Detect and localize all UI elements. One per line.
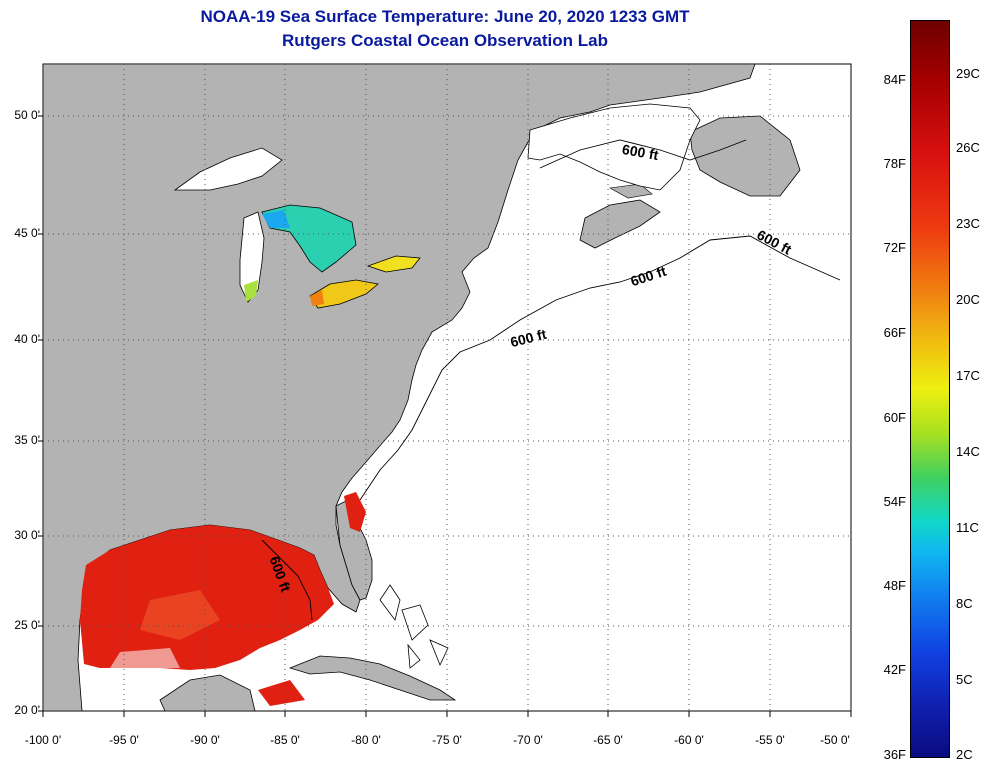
colorbar-c-label: 23C [956,216,980,231]
lon-label: -70 0' [513,733,543,747]
lon-label: -50 0' [820,733,850,747]
contour-600ft-north [539,139,747,169]
gulf-sst-patch-1 [140,590,220,640]
lat-label: 25 0' [14,618,40,632]
map-title: NOAA-19 Sea Surface Temperature: June 20… [200,7,690,26]
colorbar-c-label: 20C [956,292,980,307]
colorbar-c-label: 5C [956,672,973,687]
lat-label: 20 0' [14,703,40,717]
lon-label: -85 0' [270,733,300,747]
lake-erie-west [310,290,324,306]
map-subtitle: Rutgers Coastal Ocean Observation Lab [282,31,608,50]
colorbar-f-label: 78F [883,156,906,171]
colorbar-c-label: 2C [956,747,973,762]
axis-ticks [38,115,852,717]
lake-huron-cold [262,210,290,228]
gulf-of-mexico-sst [80,525,334,670]
lon-label: -55 0' [755,733,785,747]
colorbar-f-label: 54F [883,494,906,509]
contour-600ft-gulf [261,539,313,621]
colorbar-f-label: 84F [883,72,906,87]
lat-label: 50 0' [14,108,40,122]
colorbar-c-label: 17C [956,368,980,383]
temperature-colorbar [910,20,950,758]
colorbar-c-label: 29C [956,66,980,81]
colorbar-f-label: 48F [883,578,906,593]
caribbean-sst [258,680,305,706]
land-newfoundland [689,115,801,197]
gulf-sst-patch-2 [110,648,180,668]
bahamas [379,584,449,669]
colorbar-c-label: 11C [956,520,979,535]
lat-label: 35 0' [14,433,40,447]
colorbar-c-label: 26C [956,140,980,155]
colorbar-c-label: 8C [956,596,973,611]
lat-label: 40 0' [14,332,40,346]
colorbar-f-label: 42F [883,662,906,677]
lake-superior [173,147,283,191]
contour-600ft [359,235,841,501]
land-pei [609,183,653,199]
lake-michigan-sst [244,280,258,302]
colorbar-f-label: 60F [883,410,906,425]
colorbar-c-label: 14C [956,444,980,459]
lon-label: -65 0' [593,733,623,747]
lon-label: -90 0' [190,733,220,747]
gulf-st-lawrence [527,103,701,191]
lake-erie [309,279,379,309]
atlantic-sst-florida [344,492,366,532]
lon-label: -75 0' [432,733,462,747]
lake-ontario [366,255,421,273]
lon-label: -95 0' [109,733,139,747]
land-cuba [288,655,457,701]
lon-label: -60 0' [674,733,704,747]
colorbar-f-label: 72F [883,240,906,255]
colorbar-f-label: 36F [883,747,906,762]
lon-label: -80 0' [351,733,381,747]
lon-label: -100 0' [24,733,62,747]
lat-label: 45 0' [14,226,40,240]
land-nova-scotia [579,199,661,249]
colorbar-f-label: 66F [883,325,906,340]
land-yucatan [159,674,256,712]
lat-label: 30 0' [14,528,40,542]
